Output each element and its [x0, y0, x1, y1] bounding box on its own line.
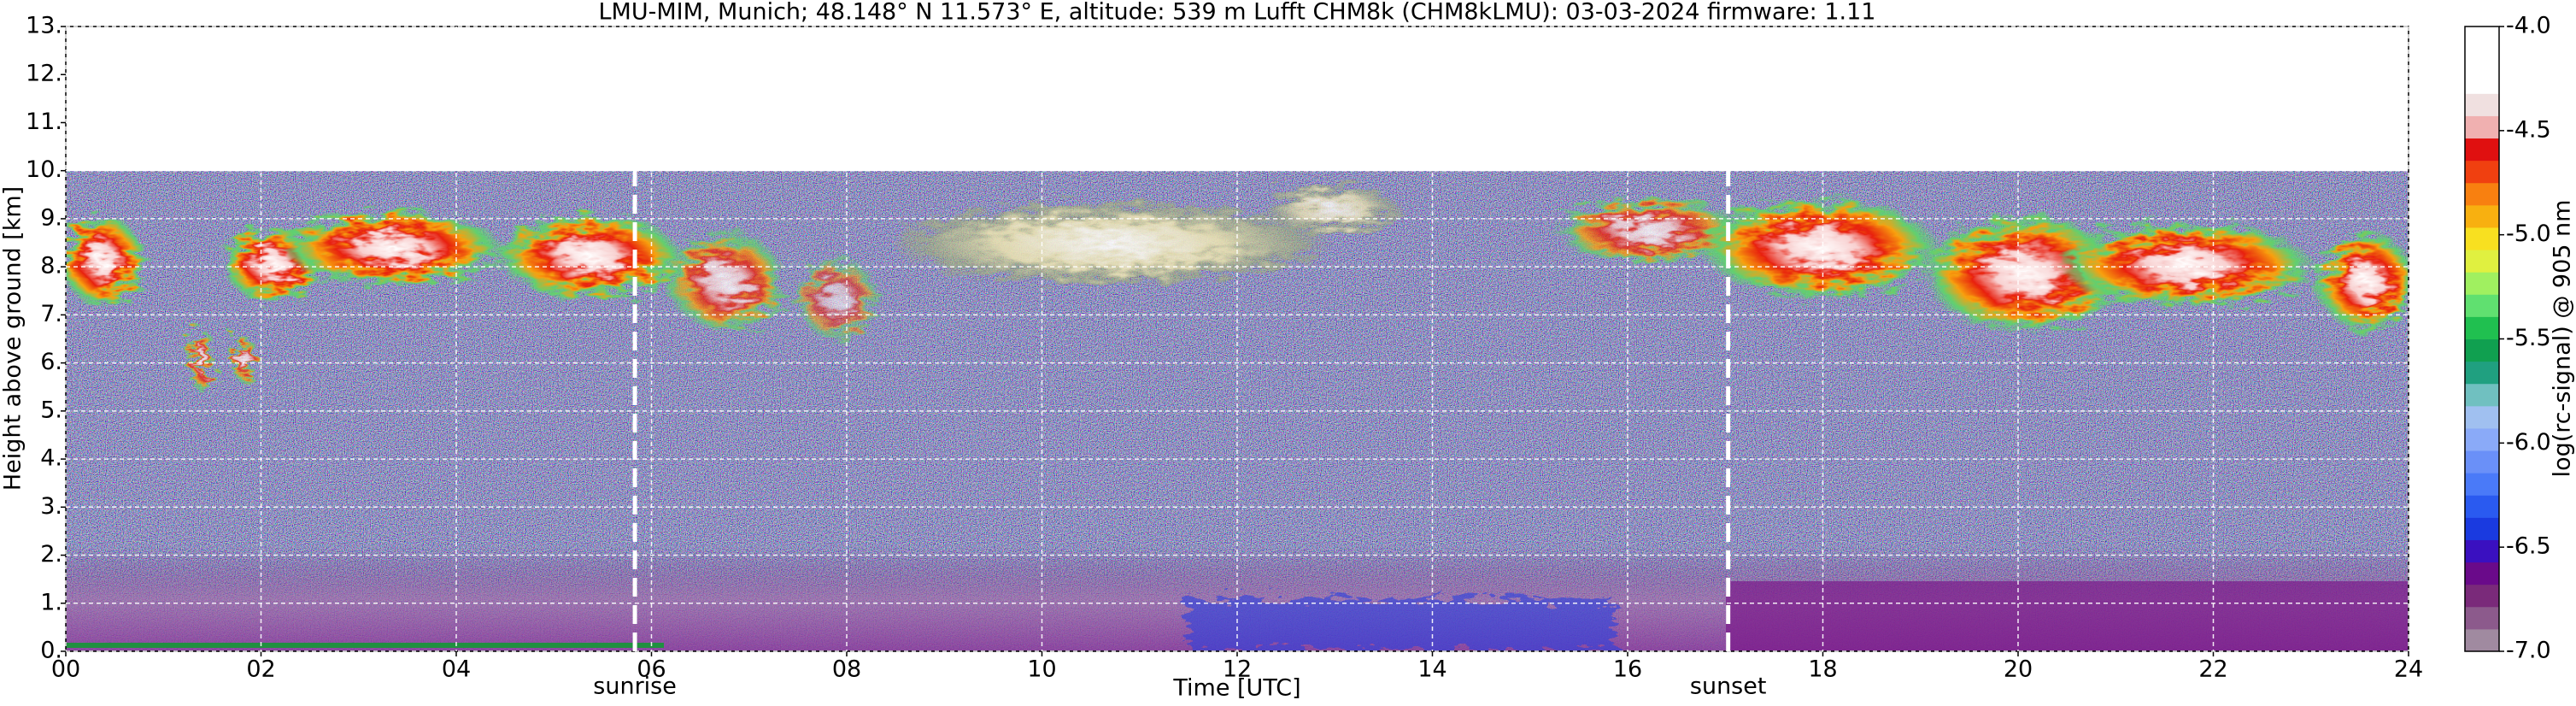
- y-tick-label: 0.: [40, 638, 62, 664]
- colorbar-segment: [2465, 606, 2499, 630]
- x-tick-label: 14: [1417, 656, 1446, 683]
- x-tick-label: 20: [2004, 656, 2033, 683]
- y-tick-label: 2.: [40, 541, 62, 568]
- colorbar-segment: [2465, 383, 2499, 407]
- colorbar-segment: [2465, 628, 2499, 652]
- colorbar-tick-label: -4.0: [2506, 13, 2551, 39]
- x-tick-label: 18: [1808, 656, 1837, 683]
- colorbar-segment: [2465, 294, 2499, 317]
- colorbar-segment: [2465, 272, 2499, 295]
- colorbar-segment: [2465, 115, 2499, 139]
- colorbar-segment: [2465, 49, 2499, 72]
- x-tick-label: 12: [1223, 656, 1252, 683]
- x-tick-label: 00: [51, 656, 80, 683]
- colorbar-segment: [2465, 539, 2499, 563]
- colorbar-label: log(rc-signal) @ 905 nm: [2550, 200, 2576, 478]
- y-tick-label: 12.: [26, 61, 62, 87]
- colorbar-segment: [2465, 517, 2499, 540]
- colorbar-segment: [2465, 562, 2499, 585]
- colorbar-segment: [2465, 26, 2499, 50]
- colorbar-segment: [2465, 160, 2499, 184]
- colorbar-tick-label: -5.0: [2506, 221, 2551, 247]
- colorbar-tick-label: -5.5: [2506, 325, 2551, 351]
- y-tick-label: 8.: [40, 253, 62, 279]
- y-tick-label: 4.: [40, 445, 62, 472]
- colorbar-segment: [2465, 204, 2499, 228]
- y-tick-label: 7.: [40, 301, 62, 327]
- y-tick-label: 5.: [40, 397, 62, 423]
- x-tick-label: 22: [2198, 656, 2227, 683]
- colorbar-segment: [2465, 584, 2499, 608]
- x-tick-label: 04: [442, 656, 471, 683]
- colorbar-segment: [2465, 450, 2499, 474]
- y-tick-label: 3.: [40, 493, 62, 520]
- y-tick-label: 1.: [40, 589, 62, 615]
- y-tick-label: 11.: [26, 109, 62, 135]
- colorbar-tick-label: -6.5: [2506, 533, 2551, 560]
- x-tick-label: 06: [637, 656, 666, 683]
- colorbar-segment: [2465, 361, 2499, 385]
- colorbar-segment: [2465, 495, 2499, 518]
- colorbar-tick-label: -4.5: [2506, 116, 2551, 143]
- y-tick-label: 13.: [26, 13, 62, 39]
- chart-title: LMU-MIM, Munich; 48.148° N 11.573° E, al…: [599, 0, 1876, 26]
- colorbar-segment: [2465, 250, 2499, 273]
- colorbar-segment: [2465, 405, 2499, 429]
- colorbar-segment: [2465, 427, 2499, 451]
- colorbar-segment: [2465, 473, 2499, 496]
- x-tick-label: 02: [246, 656, 275, 683]
- colorbar-segment: [2465, 316, 2499, 339]
- y-tick-label: 6.: [40, 349, 62, 375]
- colorbar-tick-label: -7.0: [2506, 638, 2551, 664]
- colorbar-segment: [2465, 182, 2499, 206]
- x-tick-label: 08: [832, 656, 861, 683]
- annotation-label: sunrise: [593, 674, 677, 700]
- x-tick-label: 16: [1613, 656, 1642, 683]
- colorbar-segment: [2465, 138, 2499, 162]
- annotation-label: sunset: [1690, 674, 1767, 700]
- colorbar-segment: [2465, 71, 2499, 94]
- colorbar-segment: [2465, 227, 2499, 250]
- x-tick-label: 24: [2394, 656, 2423, 683]
- colorbar-tick-label: -6.0: [2506, 429, 2551, 456]
- y-axis-label: Height above ground [km]: [0, 186, 26, 491]
- x-tick-label: 10: [1027, 656, 1056, 683]
- y-tick-label: 9.: [40, 204, 62, 231]
- x-axis-label: Time [UTC]: [1172, 675, 1300, 702]
- y-tick-label: 10.: [26, 156, 62, 183]
- colorbar-segment: [2465, 93, 2499, 116]
- colorbar-segment: [2465, 338, 2499, 362]
